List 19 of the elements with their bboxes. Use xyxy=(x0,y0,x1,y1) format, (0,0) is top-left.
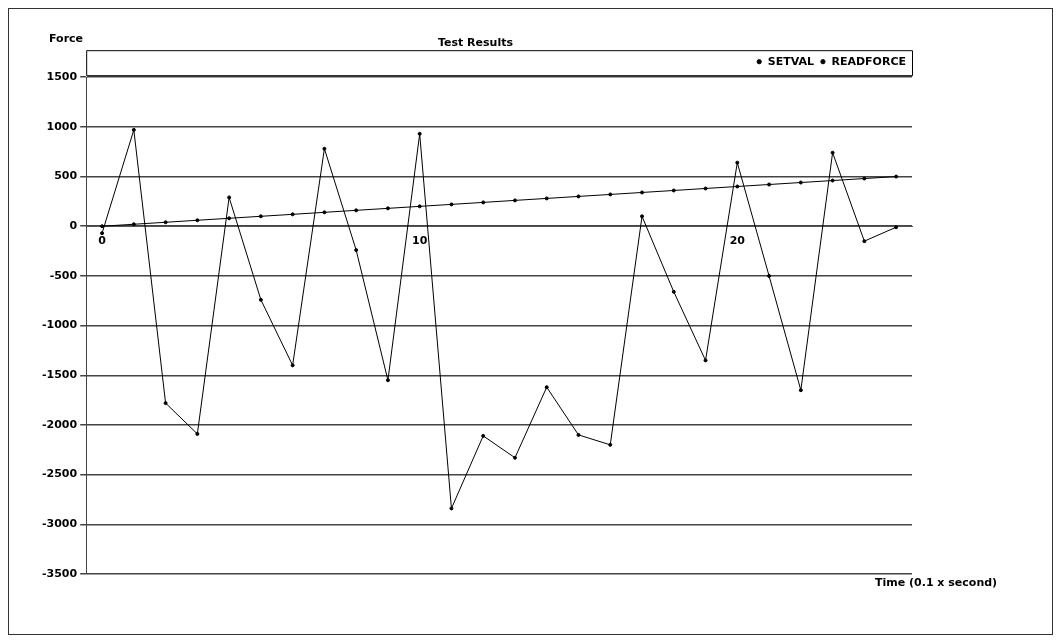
y-tick-label: 1000 xyxy=(46,119,78,133)
x-tick-label: 20 xyxy=(729,233,746,247)
y-tick-label: 1500 xyxy=(46,70,78,84)
legend-label: SETVAL xyxy=(767,54,814,68)
y-tick-label: 0 xyxy=(69,219,78,233)
y-tick-label: -3000 xyxy=(41,517,78,531)
y-tick-label: -1500 xyxy=(41,368,78,382)
y-tick-label: -500 xyxy=(49,268,78,282)
y-tick-label: -2000 xyxy=(41,417,78,431)
y-tick-label: -1000 xyxy=(41,318,78,332)
y-axis-title: Force xyxy=(49,31,84,45)
chart-title: Test Results xyxy=(437,36,514,50)
legend-label: READFORCE xyxy=(831,54,907,68)
y-tick-label: 500 xyxy=(54,169,78,183)
y-tick-label: -3500 xyxy=(41,566,78,580)
x-axis-title: Time (0.1 x second) xyxy=(875,576,998,590)
x-tick-label: 0 xyxy=(98,233,107,247)
y-tick-label: -2500 xyxy=(41,467,78,481)
x-tick-label: 10 xyxy=(412,233,428,247)
